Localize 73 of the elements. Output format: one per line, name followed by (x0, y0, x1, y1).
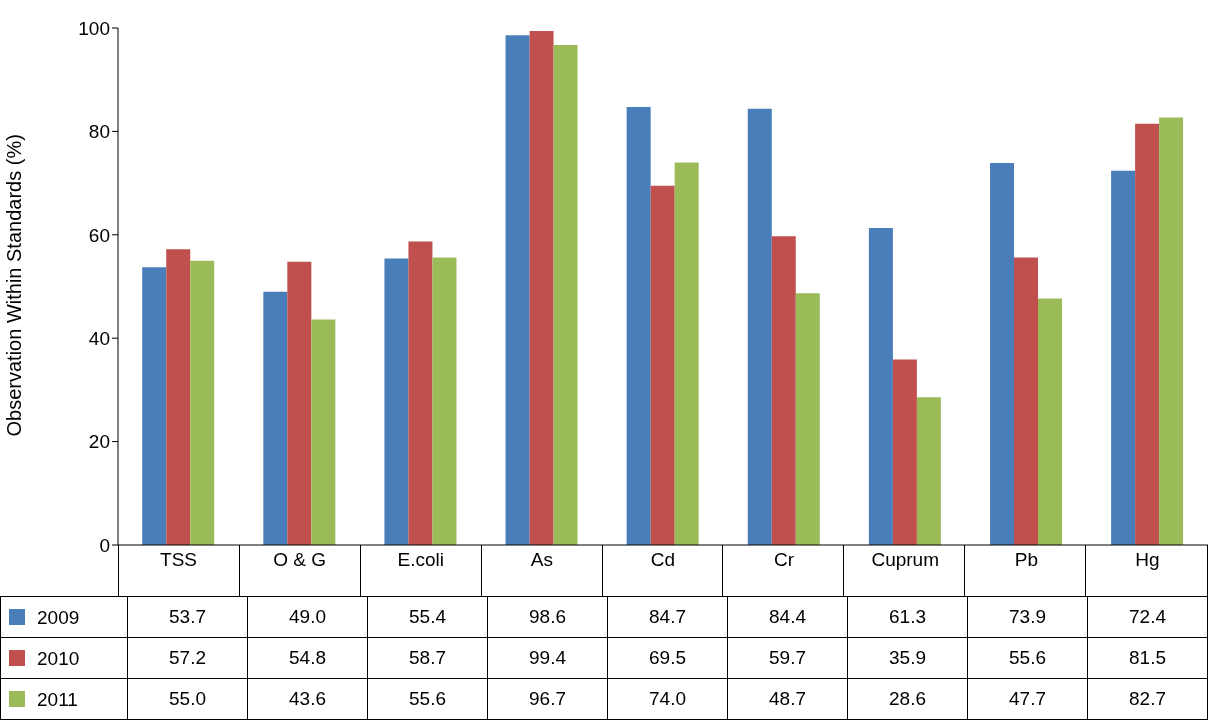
bar (529, 31, 554, 545)
bar (916, 397, 941, 545)
y-tick-label: 100 (78, 17, 110, 39)
data-label: 59.7 (727, 637, 848, 679)
x-tick-label: Cuprum (871, 549, 940, 571)
x-tick-label: O & G (273, 549, 327, 571)
bar (263, 291, 288, 545)
bar (868, 228, 893, 545)
x-tick-label: Pb (1014, 549, 1038, 571)
bar (747, 108, 772, 545)
y-tick-label: 40 (88, 327, 110, 349)
data-label: 43.6 (247, 678, 368, 720)
data-label: 81.5 (1087, 637, 1208, 679)
x-tick-label: As (530, 549, 553, 571)
bar (650, 185, 675, 545)
data-label: 49.0 (247, 596, 368, 638)
bar (166, 249, 191, 545)
y-tick-label: 80 (88, 121, 110, 143)
data-label: 55.6 (967, 637, 1088, 679)
data-label: 55.6 (367, 678, 488, 720)
bar (771, 236, 796, 545)
y-tick-label: 60 (88, 224, 110, 246)
y-tick-label: 20 (88, 431, 110, 453)
data-label: 57.2 (127, 637, 248, 679)
bar (892, 359, 917, 545)
bar (311, 319, 336, 545)
data-label: 82.7 (1087, 678, 1208, 720)
data-label: 96.7 (487, 678, 608, 720)
data-label: 72.4 (1087, 596, 1208, 638)
bar (142, 267, 167, 545)
bar (384, 258, 409, 545)
data-label: 73.9 (967, 596, 1088, 638)
x-tick-label: Cd (650, 549, 676, 571)
bar (505, 35, 530, 545)
data-label: 55.4 (367, 596, 488, 638)
y-axis-title: Observation Within Standards (%) (3, 134, 26, 437)
bar (626, 107, 651, 545)
bar (674, 162, 699, 545)
bar (408, 241, 433, 545)
bar (553, 45, 578, 545)
data-label: 84.4 (727, 596, 848, 638)
data-label: 54.8 (247, 637, 368, 679)
bar (432, 257, 457, 545)
data-label: 99.4 (487, 637, 608, 679)
legend-label: 2011 (37, 688, 78, 710)
bar (795, 293, 820, 545)
legend-label: 2010 (37, 647, 80, 669)
data-label: 47.7 (967, 678, 1088, 720)
data-label: 55.0 (127, 678, 248, 720)
bar (190, 260, 215, 545)
x-tick-label: E.coli (397, 549, 445, 571)
bar (1038, 298, 1062, 545)
bar (1135, 123, 1160, 545)
data-label: 84.7 (607, 596, 728, 638)
x-tick-label: TSS (160, 549, 198, 571)
data-label: 58.7 (367, 637, 488, 679)
x-tick-label: Hg (1135, 549, 1160, 571)
bar (1014, 257, 1038, 545)
y-tick-label: 0 (99, 534, 110, 556)
data-label: 48.7 (727, 678, 848, 720)
data-label: 61.3 (847, 596, 968, 638)
data-label: 35.9 (847, 637, 968, 679)
data-label: 69.5 (607, 637, 728, 679)
data-label: 74.0 (607, 678, 728, 720)
bar (287, 261, 312, 545)
data-label: 28.6 (847, 678, 968, 720)
data-label: 98.6 (487, 596, 608, 638)
bar (1159, 117, 1184, 545)
data-label: 53.7 (127, 596, 248, 638)
bar (1111, 170, 1136, 545)
x-tick-label: Cr (774, 549, 795, 571)
bar (990, 162, 1014, 545)
legend-label: 2009 (37, 606, 80, 628)
